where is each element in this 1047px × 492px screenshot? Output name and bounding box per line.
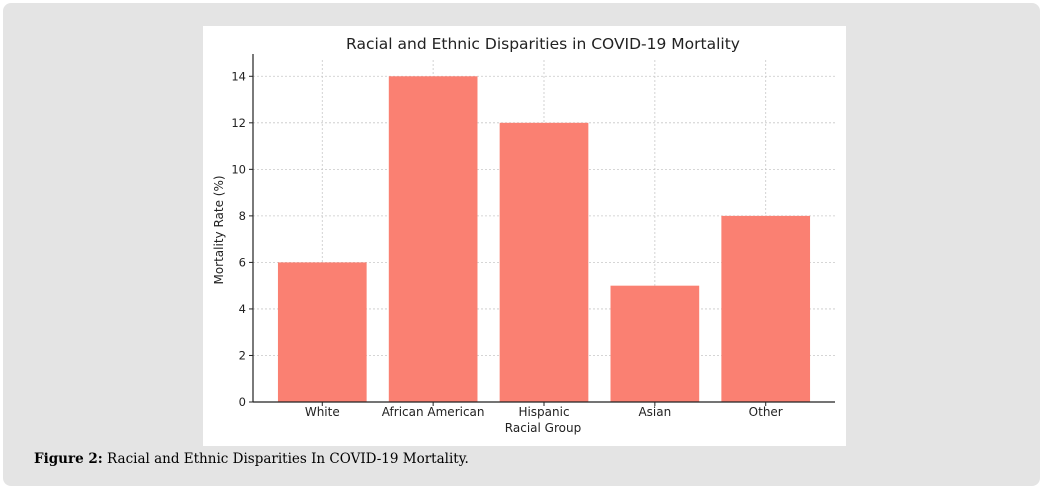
figure-frame: 0 2 4 6 8 10 12 14 White African American Hispanic… [3, 3, 1040, 486]
y-tick-label: 12 [231, 116, 246, 130]
x-tick-label: Hispanic [518, 405, 569, 419]
y-tick-label: 2 [239, 348, 246, 362]
y-tick-label: 6 [239, 255, 246, 269]
bars [277, 76, 811, 403]
bar [499, 122, 589, 402]
axes: 0 2 4 6 8 10 12 14 White African American Hispanic… [231, 54, 835, 419]
bar [610, 285, 700, 402]
y-tick-label: 10 [231, 162, 246, 176]
y-tick-label: 4 [239, 302, 246, 316]
caption-label: Figure 2: [34, 451, 103, 467]
bar [721, 215, 811, 402]
chart-title: Racial and Ethnic Disparities in COVID-1… [346, 35, 740, 53]
x-tick-label: Asian [638, 405, 671, 419]
chart-card: 0 2 4 6 8 10 12 14 White African American Hispanic… [203, 26, 846, 446]
bar [388, 76, 478, 403]
y-tick-label: 14 [231, 69, 246, 83]
y-axis-label: Mortality Rate (%) [212, 175, 226, 284]
bar-chart: 0 2 4 6 8 10 12 14 White African American Hispanic… [212, 35, 835, 435]
caption-text: Racial and Ethnic Disparities In COVID-1… [107, 451, 469, 467]
y-tick-label: 0 [239, 395, 246, 409]
figure-caption: Figure 2: Racial and Ethnic Disparities … [34, 451, 469, 467]
x-tick-label: Other [749, 405, 783, 419]
y-tick-label: 8 [239, 209, 246, 223]
x-tick-label: African American [382, 405, 485, 419]
x-axis-label: Racial Group [505, 421, 581, 435]
x-tick-label: White [305, 405, 340, 419]
bar [277, 262, 367, 402]
